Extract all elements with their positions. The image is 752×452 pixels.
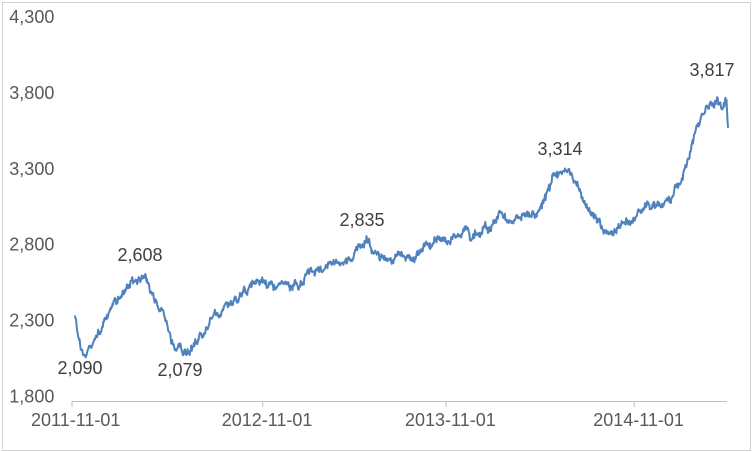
svg-text:4,300: 4,300 — [9, 7, 54, 27]
svg-text:2,835: 2,835 — [339, 210, 384, 230]
svg-text:2012-11-01: 2012-11-01 — [222, 410, 313, 430]
svg-text:3,300: 3,300 — [9, 159, 54, 179]
svg-text:3,314: 3,314 — [537, 139, 582, 159]
svg-text:3,800: 3,800 — [9, 83, 54, 103]
svg-text:3,817: 3,817 — [689, 60, 734, 80]
svg-text:2011-11-01: 2011-11-01 — [31, 410, 120, 430]
svg-text:2013-11-01: 2013-11-01 — [405, 410, 496, 430]
svg-text:2,608: 2,608 — [117, 245, 162, 265]
svg-text:2,090: 2,090 — [57, 358, 102, 378]
svg-text:2,800: 2,800 — [9, 235, 54, 255]
svg-text:1,800: 1,800 — [9, 387, 54, 407]
svg-text:2,300: 2,300 — [9, 311, 54, 331]
svg-text:2014-11-01: 2014-11-01 — [593, 410, 684, 430]
svg-text:2,079: 2,079 — [157, 360, 202, 380]
